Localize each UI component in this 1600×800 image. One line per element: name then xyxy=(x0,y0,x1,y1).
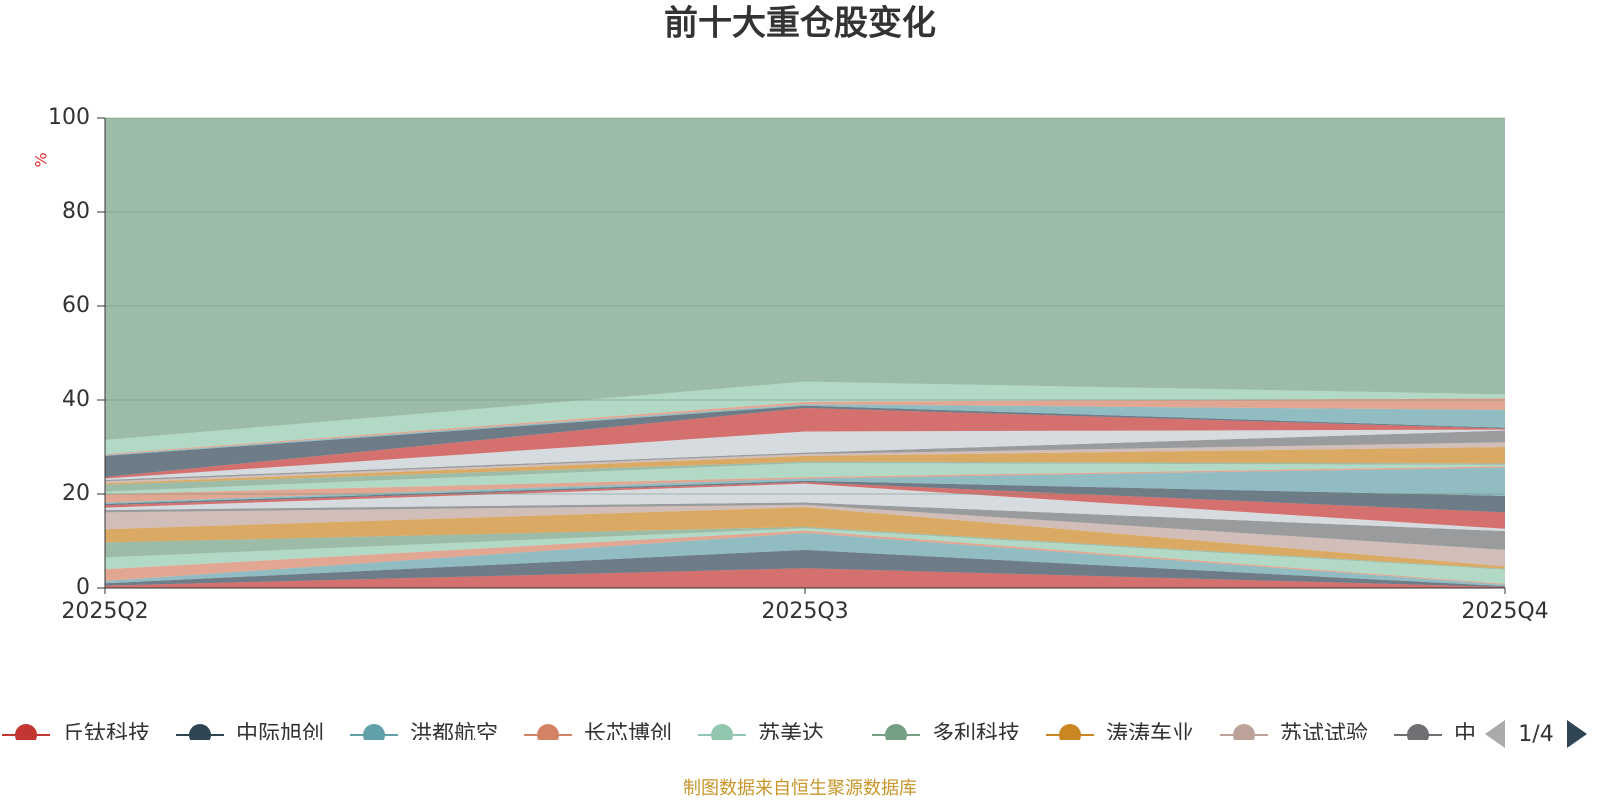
area xyxy=(105,405,1505,478)
area xyxy=(105,528,1505,584)
x-tick-label: 2025Q3 xyxy=(761,599,848,624)
legend-page: 1/4 xyxy=(1518,722,1553,747)
legend-marker xyxy=(537,724,559,740)
area xyxy=(105,429,1505,480)
area xyxy=(105,442,1505,484)
legend-label: 长芯博创 xyxy=(584,722,672,747)
legend-label: 丘钛科技 xyxy=(62,722,150,747)
legend-label: 苏美达 xyxy=(758,722,824,747)
area xyxy=(105,483,1505,532)
area xyxy=(105,407,1505,479)
area xyxy=(105,480,1505,513)
area xyxy=(105,504,1505,567)
legend-marker xyxy=(1407,724,1429,740)
legend-marker xyxy=(15,724,37,740)
area xyxy=(105,507,1505,569)
area xyxy=(105,447,1505,485)
legend-label: 洪都航空 xyxy=(410,722,498,747)
area xyxy=(105,533,1505,587)
legend-marker xyxy=(711,724,733,740)
area xyxy=(105,549,1505,588)
legend-marker xyxy=(1059,724,1081,740)
legend-label: 苏试试验 xyxy=(1280,722,1368,747)
legend-marker xyxy=(363,724,385,740)
area xyxy=(105,526,1505,570)
legend-marker xyxy=(189,724,211,740)
area xyxy=(105,430,1505,482)
legend-prev[interactable] xyxy=(1485,720,1505,748)
x-tick-label: 2025Q2 xyxy=(61,599,148,624)
area xyxy=(105,530,1505,585)
y-tick-label: 100 xyxy=(48,105,90,130)
legend-marker xyxy=(885,724,907,740)
chart-title: 前十大重仓股变化 xyxy=(664,4,936,44)
area xyxy=(105,467,1505,504)
legend-marker xyxy=(1233,724,1255,740)
area xyxy=(105,404,1505,456)
y-tick-label: 0 xyxy=(76,575,90,600)
source-note: 制图数据来自恒生聚源数据库 xyxy=(683,778,917,799)
legend-label: 多利科技 xyxy=(932,722,1020,747)
area xyxy=(105,462,1505,494)
legend-label: 中际旭创 xyxy=(236,722,324,747)
legend-label: 涛涛车业 xyxy=(1106,722,1194,747)
area xyxy=(105,502,1505,550)
legend: 丘钛科技 中际旭创 洪都航空 长芯博创 苏美达 多利科技 涛涛车业 苏试试验 中 xyxy=(2,722,1476,747)
y-tick-label: 40 xyxy=(62,387,90,412)
y-tick-label: 80 xyxy=(62,199,90,224)
plot-area xyxy=(105,118,1505,588)
area xyxy=(105,118,1505,440)
legend-next[interactable] xyxy=(1567,720,1587,748)
y-axis-label: % xyxy=(32,152,51,167)
x-tick-label: 2025Q4 xyxy=(1461,599,1548,624)
y-tick-label: 60 xyxy=(62,293,90,318)
y-tick-label: 20 xyxy=(62,481,90,506)
area xyxy=(105,398,1505,455)
area xyxy=(105,568,1505,588)
area xyxy=(105,461,1505,492)
legend-label: 中 xyxy=(1454,722,1476,747)
